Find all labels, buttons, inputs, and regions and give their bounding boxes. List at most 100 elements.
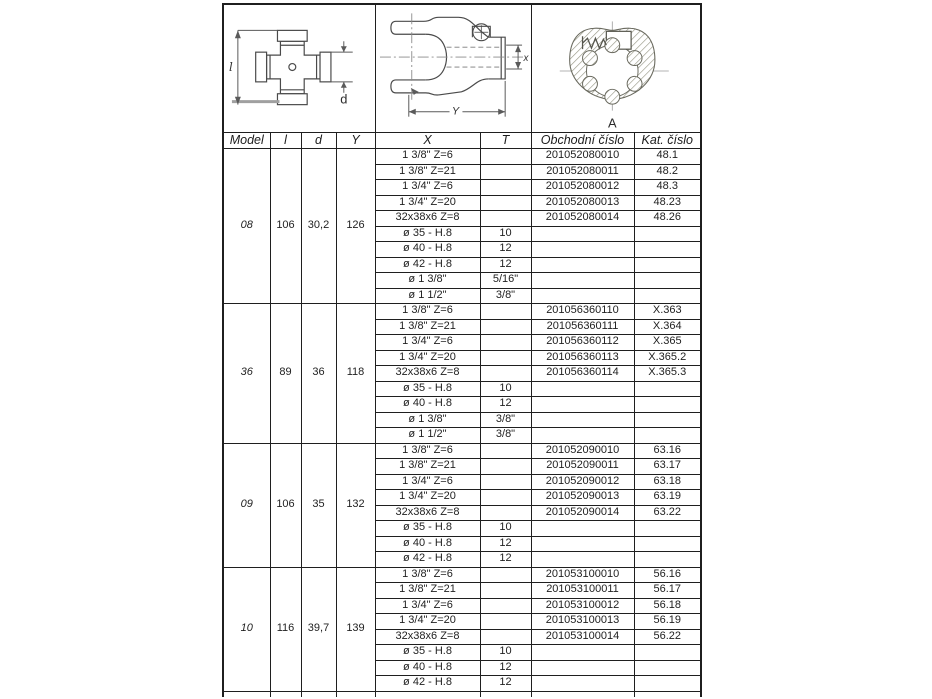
obchodni-cislo-cell: 201056360112 — [530, 334, 635, 351]
t-cell — [479, 194, 532, 211]
t-cell: 12 — [479, 396, 532, 413]
t-cell — [479, 349, 532, 366]
hidden-bore-lines — [446, 46, 501, 68]
obchodni-cislo-cell — [530, 396, 635, 413]
yoke-outline — [389, 16, 506, 96]
kat-cislo-cell: 56.19 — [633, 613, 702, 630]
obchodni-cislo-cell — [530, 551, 635, 568]
x-cell: 1 3/8" Z=6 — [374, 148, 481, 165]
t-cell: 10 — [479, 380, 532, 397]
table-row: 1 3/8" Z=21 201052090011 63.17 — [223, 458, 702, 475]
kat-cislo-cell — [633, 287, 702, 304]
t-cell — [479, 334, 532, 351]
kat-cislo-cell: 56.16 — [633, 566, 702, 583]
obchodni-cislo-cell — [530, 287, 635, 304]
cutoff-cell — [300, 690, 337, 697]
t-cell: 12 — [479, 535, 532, 552]
x-cell: 1 3/8" Z=21 — [374, 582, 481, 599]
kat-cislo-cell — [633, 411, 702, 428]
t-cell — [479, 628, 532, 645]
t-cell — [479, 458, 532, 475]
t-cell — [479, 613, 532, 630]
kat-cislo-cell: 63.19 — [633, 489, 702, 506]
x-cell: 1 3/4" Z=20 — [374, 194, 481, 211]
t-cell: 3/8" — [479, 287, 532, 304]
centerlines — [379, 13, 525, 101]
kat-cislo-cell — [633, 241, 702, 258]
header-t: T — [479, 132, 532, 149]
obchodni-cislo-cell: 201053100011 — [530, 582, 635, 599]
table-row: ø 1 3/8" 3/8" — [223, 411, 702, 428]
model-cell: 10 — [222, 566, 271, 692]
obchodni-cislo-cell: 201052080013 — [530, 194, 635, 211]
x-cell: 1 3/4" Z=20 — [374, 613, 481, 630]
obchodni-cislo-cell — [530, 427, 635, 444]
obchodni-cislo-cell: 201053100013 — [530, 613, 635, 630]
t-cell — [479, 582, 532, 599]
y-value-cell: 139 — [335, 566, 376, 692]
specs-table: l d — [222, 3, 702, 697]
x-cell: 1 3/4" Z=6 — [374, 473, 481, 490]
bearing-boss — [471, 23, 491, 42]
obchodni-cislo-cell — [530, 535, 635, 552]
header-kat-cislo: Kat. číslo — [633, 132, 702, 149]
header-row: Model l d Y X T Obchodní číslo Kat. čísl… — [222, 132, 702, 149]
l-value-cell: 106 — [269, 442, 302, 568]
t-cell: 3/8" — [479, 411, 532, 428]
kat-cislo-cell: X.364 — [633, 318, 702, 335]
yoke-diagram-cell: x Y — [374, 3, 532, 133]
l-value-cell: 116 — [269, 566, 302, 692]
table-row: ø 40 - H.8 12 — [223, 659, 702, 676]
cross-journal-diagram-cell: l d — [222, 3, 376, 133]
t-cell — [479, 597, 532, 614]
table-row: ø 35 - H.8 10 — [223, 225, 702, 242]
x-cell: ø 1 3/8" — [374, 411, 481, 428]
t-cell — [479, 566, 532, 583]
kat-cislo-cell: 48.1 — [633, 148, 702, 165]
table-row: 1 3/4" Z=20 201052090013 63.19 — [223, 489, 702, 506]
x-cell: 1 3/8" Z=6 — [374, 303, 481, 320]
obchodni-cislo-cell — [530, 644, 635, 661]
kat-cislo-cell: X.365.2 — [633, 349, 702, 366]
obchodni-cislo-cell — [530, 380, 635, 397]
cutoff-cell — [269, 690, 302, 697]
dim-label-y: Y — [451, 106, 459, 118]
t-cell — [479, 473, 532, 490]
table-row: ø 1 1/2" 3/8" — [223, 427, 702, 444]
x-cell: ø 35 - H.8 — [374, 520, 481, 537]
x-cell: ø 42 - H.8 — [374, 256, 481, 273]
kat-cislo-cell: 63.18 — [633, 473, 702, 490]
t-cell — [479, 210, 532, 227]
t-cell — [479, 163, 532, 180]
t-cell — [479, 504, 532, 521]
header-model: Model — [222, 132, 271, 149]
obchodni-cislo-cell — [530, 241, 635, 258]
x-cell: ø 42 - H.8 — [374, 551, 481, 568]
header-l: l — [269, 132, 302, 149]
table-row: 1 3/8" Z=21 201052080011 48.2 — [223, 163, 702, 180]
obchodni-cislo-cell: 201056360114 — [530, 365, 635, 382]
kat-cislo-cell: X.365.3 — [633, 365, 702, 382]
table-row: ø 40 - H.8 12 — [223, 241, 702, 258]
kat-cislo-cell — [633, 551, 702, 568]
obchodni-cislo-cell — [530, 520, 635, 537]
obchodni-cislo-cell — [530, 659, 635, 676]
x-cell: ø 40 - H.8 — [374, 659, 481, 676]
l-value-cell: 89 — [269, 303, 302, 444]
table-row: 1 3/4" Z=6 201052080012 48.3 — [223, 179, 702, 196]
x-cell: 1 3/8" Z=21 — [374, 458, 481, 475]
x-cell: ø 40 - H.8 — [374, 535, 481, 552]
l-value-cell: 106 — [269, 148, 302, 304]
t-cell: 12 — [479, 659, 532, 676]
t-cell — [479, 318, 532, 335]
x-cell: ø 42 - H.8 — [374, 675, 481, 692]
x-cell: ø 35 - H.8 — [374, 380, 481, 397]
kat-cislo-cell — [633, 675, 702, 692]
kat-cislo-cell — [633, 535, 702, 552]
specs-table-body: l d — [222, 3, 702, 697]
cutoff-cell — [530, 690, 635, 697]
kat-cislo-cell: 48.3 — [633, 179, 702, 196]
dimension-l — [237, 29, 278, 105]
obchodni-cislo-cell: 201052090011 — [530, 458, 635, 475]
